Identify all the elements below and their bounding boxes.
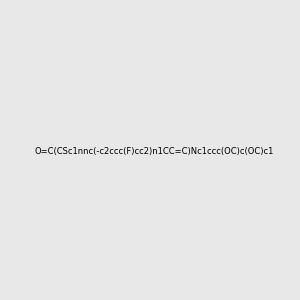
Text: O=C(CSc1nnc(-c2ccc(F)cc2)n1CC=C)Nc1ccc(OC)c(OC)c1: O=C(CSc1nnc(-c2ccc(F)cc2)n1CC=C)Nc1ccc(O…	[34, 147, 273, 156]
